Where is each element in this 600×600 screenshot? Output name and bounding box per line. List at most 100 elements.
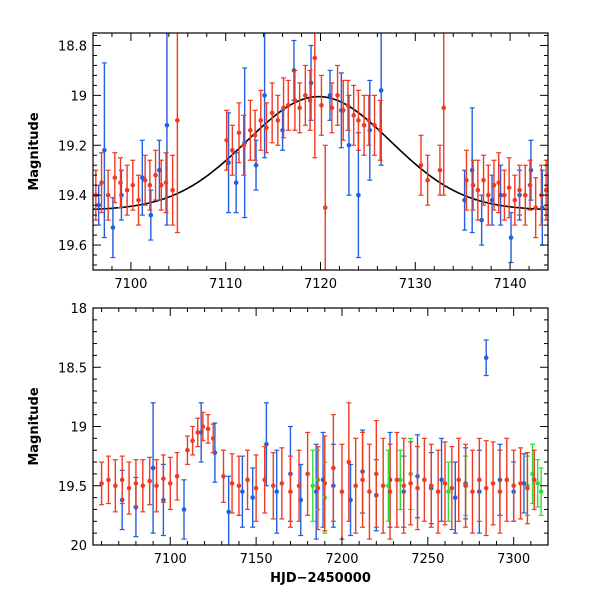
top-red-point — [517, 164, 523, 216]
top-red-point — [463, 149, 469, 211]
top-red-marker — [533, 205, 538, 210]
top-red-marker — [441, 105, 447, 111]
bottom-red-point — [105, 455, 111, 505]
top-y-axis-label: Magnitude — [27, 112, 42, 191]
bottom-red-marker — [380, 483, 386, 489]
top-red-point — [130, 159, 136, 211]
bottom-red-point — [220, 449, 226, 503]
bottom-blue-marker — [483, 355, 489, 361]
top-red-point — [485, 164, 491, 226]
top-red-marker — [506, 185, 512, 190]
top-blue-point — [508, 212, 514, 264]
top-red-point — [496, 152, 502, 214]
bottom-red-point — [373, 419, 379, 528]
bottom-red-point — [190, 425, 196, 456]
bottom-red-point — [154, 459, 160, 513]
bottom-red-marker — [394, 477, 400, 483]
bottom-red-point — [279, 447, 285, 520]
bottom-blue-marker — [452, 495, 458, 500]
top-blue-marker — [498, 192, 503, 198]
bottom-red-point — [270, 451, 276, 520]
bottom-series-red — [99, 402, 537, 540]
top-red-marker — [136, 197, 141, 203]
bottom-x-tick-label: 7100 — [154, 552, 187, 567]
top-red-point — [340, 79, 346, 141]
top-blue-point — [539, 169, 545, 246]
bottom-red-marker — [531, 477, 537, 483]
bottom-blue-point — [239, 455, 245, 528]
bottom-red-marker — [315, 485, 321, 491]
bottom-x-tick-label: 7200 — [325, 552, 358, 567]
top-blue-point — [233, 152, 239, 214]
bottom-red-marker — [483, 485, 489, 491]
top-blue-marker — [327, 93, 333, 98]
top-blue-point — [242, 67, 248, 219]
top-red-marker — [153, 172, 158, 178]
top-series-blue — [96, 33, 545, 264]
top-red-point — [263, 102, 269, 154]
top-red-point — [142, 154, 148, 206]
top-red-point — [351, 84, 357, 146]
bottom-red-marker — [119, 477, 125, 483]
top-blue-marker — [378, 88, 384, 93]
top-red-point — [285, 79, 291, 131]
bottom-red-marker — [154, 483, 159, 489]
bottom-red-marker — [456, 477, 462, 483]
top-blue-marker — [346, 142, 352, 148]
bottom-red-point — [296, 449, 302, 522]
top-red-point — [322, 144, 328, 270]
bottom-red-point — [147, 456, 153, 506]
top-blue-point — [226, 112, 232, 214]
bottom-red-marker — [133, 481, 139, 486]
top-red-marker — [124, 187, 130, 193]
top-red-point — [425, 154, 431, 206]
bottom-y-tick-label: 18.5 — [58, 361, 87, 376]
top-blue-point — [156, 139, 162, 201]
bottom-red-marker — [415, 485, 420, 491]
top-red-marker — [158, 182, 164, 188]
bottom-red-point — [401, 437, 407, 534]
top-blue-marker — [102, 147, 107, 153]
top-blue-point — [469, 107, 475, 234]
top-red-marker — [224, 137, 229, 143]
bottom-y-axis-label: Magnitude — [27, 387, 42, 466]
bottom-red-point — [490, 441, 496, 526]
bottom-red-marker — [477, 477, 482, 483]
top-blue-marker — [489, 197, 495, 203]
bottom-red-marker — [99, 481, 104, 486]
bottom-red-point — [476, 437, 482, 522]
top-red-marker — [345, 103, 351, 108]
bottom-red-point — [408, 441, 414, 526]
bottom-red-marker — [174, 473, 180, 479]
bottom-red-point — [435, 449, 441, 534]
top-red-marker — [147, 182, 153, 188]
top-red-marker — [142, 177, 148, 183]
bottom-red-marker — [229, 481, 235, 486]
bottom-red-point — [322, 435, 328, 532]
top-red-marker — [252, 132, 258, 138]
bottom-red-point — [360, 431, 366, 528]
bottom-blue-point — [439, 437, 445, 522]
top-red-point — [418, 134, 424, 196]
top-red-marker — [292, 98, 298, 103]
bottom-red-marker — [435, 489, 441, 494]
top-red-marker — [470, 182, 476, 188]
top-x-tick-label: 7120 — [304, 277, 337, 292]
top-blue-point — [96, 184, 102, 226]
top-blue-point — [110, 197, 116, 259]
bottom-blue-marker — [521, 481, 527, 486]
top-red-marker — [258, 118, 264, 123]
top-red-point — [99, 152, 105, 214]
bottom-series-green — [310, 437, 544, 534]
top-red-point — [366, 94, 372, 146]
top-panel: 7100 7110 7120 7130 7140 18.8 19 19.2 19.4 19.6 Ma… — [27, 32, 549, 292]
top-red-point — [281, 77, 287, 139]
bottom-red-point — [463, 443, 469, 528]
top-red-point — [312, 33, 318, 159]
bottom-blue-point — [452, 461, 458, 534]
bottom-red-point — [315, 446, 321, 531]
bottom-x-tick-label: 7250 — [411, 552, 444, 567]
bottom-red-point — [330, 414, 336, 522]
bottom-red-point — [262, 446, 268, 514]
top-red-marker — [99, 180, 104, 185]
